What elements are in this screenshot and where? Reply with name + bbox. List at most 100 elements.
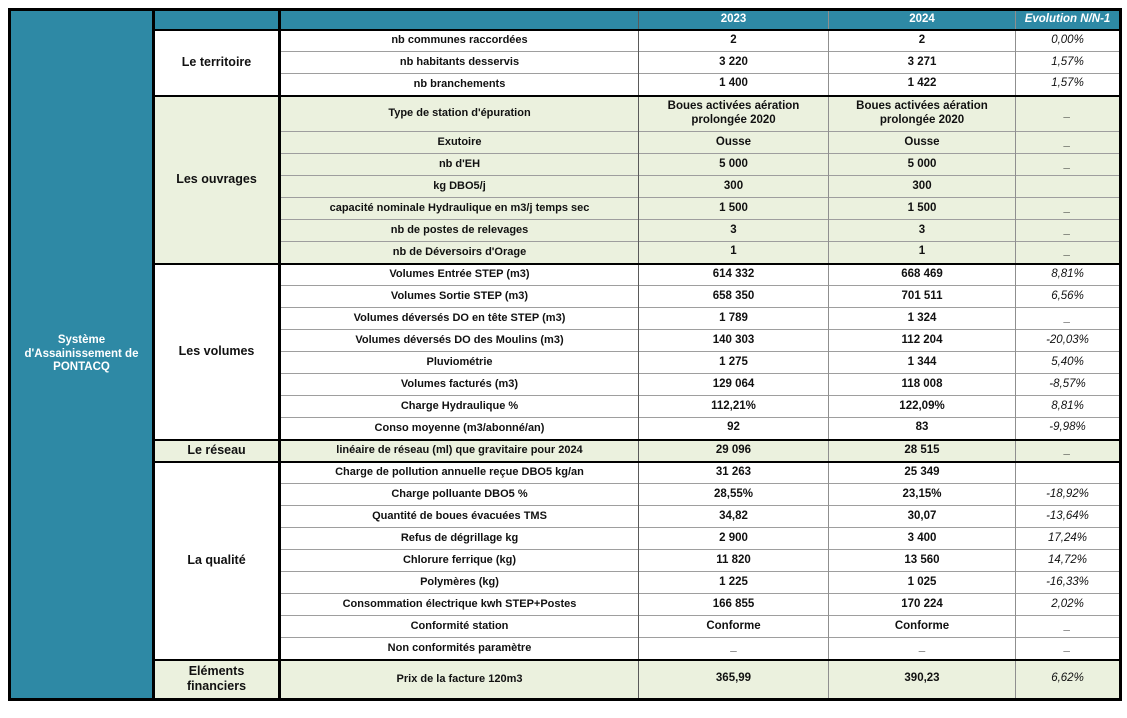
value-2023: 1 789 bbox=[638, 307, 829, 330]
value-2024: 5 000 bbox=[828, 153, 1016, 176]
section-label: Les ouvrages bbox=[152, 94, 281, 264]
section-label: Le territoire bbox=[152, 28, 281, 96]
value-2024: 1 422 bbox=[828, 73, 1016, 96]
value-evolution: -8,57% bbox=[1015, 373, 1121, 396]
table-row: Charge Hydraulique % 112,21% 122,09% 8,81% bbox=[10, 395, 1121, 418]
table-row: capacité nominale Hydraulique en m3/j te… bbox=[10, 197, 1121, 220]
row-label: Consommation électrique kwh STEP+Postes bbox=[279, 593, 639, 616]
value-2024: 1 324 bbox=[828, 307, 1016, 330]
table-row: Exutoire Ousse Ousse _ bbox=[10, 131, 1121, 154]
value-evolution: -18,92% bbox=[1015, 483, 1121, 506]
value-evolution: 14,72% bbox=[1015, 549, 1121, 572]
table-row: Eléments financiers Prix de la facture 12… bbox=[10, 658, 1121, 700]
value-2024: 300 bbox=[828, 175, 1016, 198]
row-label: Exutoire bbox=[279, 131, 639, 154]
value-2024: 13 560 bbox=[828, 549, 1016, 572]
row-label: linéaire de réseau (ml) que gravitaire p… bbox=[279, 438, 639, 462]
row-label: Conso moyenne (m3/abonné/an) bbox=[279, 417, 639, 440]
value-2023: 112,21% bbox=[638, 395, 829, 418]
value-2023: 2 bbox=[638, 28, 829, 52]
row-label: Pluviométrie bbox=[279, 351, 639, 374]
value-evolution: _ bbox=[1015, 307, 1121, 330]
table-row: Chlorure ferrique (kg) 11 820 13 560 14,72% bbox=[10, 549, 1121, 572]
table-row: Charge polluante DBO5 % 28,55% 23,15% -18,9… bbox=[10, 483, 1121, 506]
row-label: nb d'EH bbox=[279, 153, 639, 176]
table-row: La qualité Charge de pollution annuelle r… bbox=[10, 460, 1121, 660]
value-2023: 29 096 bbox=[638, 438, 829, 462]
row-label: Refus de dégrillage kg bbox=[279, 527, 639, 550]
header-corner-cell bbox=[152, 9, 281, 30]
table-row: kg DBO5/j 300 300 bbox=[10, 175, 1121, 198]
value-2023: 5 000 bbox=[638, 153, 829, 176]
header-evolution: Evolution N/N-1 bbox=[1015, 9, 1121, 30]
value-evolution: 8,81% bbox=[1015, 395, 1121, 418]
value-2024: 1 bbox=[828, 241, 1016, 264]
table-row: Conformité station Conforme Conforme _ bbox=[10, 615, 1121, 638]
value-2024: 30,07 bbox=[828, 505, 1016, 528]
value-2024: _ bbox=[828, 637, 1016, 660]
row-label: nb habitants desservis bbox=[279, 51, 639, 74]
value-2024: 122,09% bbox=[828, 395, 1016, 418]
section-label: La qualité bbox=[152, 460, 281, 660]
row-label: Volumes Entrée STEP (m3) bbox=[279, 262, 639, 286]
section-label: Les volumes bbox=[152, 262, 281, 440]
value-2024: 3 271 bbox=[828, 51, 1016, 74]
value-2024: 1 025 bbox=[828, 571, 1016, 594]
table-row: Les ouvrages Type de station d'épuration B… bbox=[10, 94, 1121, 264]
table-row: Refus de dégrillage kg 2 900 3 400 17,24% bbox=[10, 527, 1121, 550]
value-2024: 701 511 bbox=[828, 285, 1016, 308]
table-row: nb de Déversoirs d'Orage 1 1 _ bbox=[10, 241, 1121, 264]
value-2024: 2 bbox=[828, 28, 1016, 52]
value-2023: 31 263 bbox=[638, 460, 829, 484]
row-label: Non conformités paramètre bbox=[279, 637, 639, 660]
value-2024: 1 500 bbox=[828, 197, 1016, 220]
row-label: Type de station d'épuration bbox=[279, 94, 639, 132]
table-row: Non conformités paramètre _ _ _ bbox=[10, 637, 1121, 660]
value-2024: Boues activées aération prolongée 2020 bbox=[828, 94, 1016, 132]
value-evolution: -16,33% bbox=[1015, 571, 1121, 594]
value-2023: 166 855 bbox=[638, 593, 829, 616]
value-2023: 11 820 bbox=[638, 549, 829, 572]
value-2024: 23,15% bbox=[828, 483, 1016, 506]
row-label: Conformité station bbox=[279, 615, 639, 638]
row-label: Volumes Sortie STEP (m3) bbox=[279, 285, 639, 308]
value-evolution: 5,40% bbox=[1015, 351, 1121, 374]
value-2023: 28,55% bbox=[638, 483, 829, 506]
row-label: nb branchements bbox=[279, 73, 639, 96]
row-label: Charge Hydraulique % bbox=[279, 395, 639, 418]
value-2024: Ousse bbox=[828, 131, 1016, 154]
sanitation-report-table: Système d'Assainissement de PONTACQ 2023 2… bbox=[8, 8, 1122, 701]
row-label: Chlorure ferrique (kg) bbox=[279, 549, 639, 572]
value-2023: 129 064 bbox=[638, 373, 829, 396]
value-2023: 658 350 bbox=[638, 285, 829, 308]
table-row: Volumes déversés DO en tête STEP (m3) 1 7… bbox=[10, 307, 1121, 330]
value-evolution: 1,57% bbox=[1015, 51, 1121, 74]
value-evolution bbox=[1015, 175, 1121, 198]
table-row: Consommation électrique kwh STEP+Postes 1… bbox=[10, 593, 1121, 616]
table-row: Quantité de boues évacuées TMS 34,82 30,07… bbox=[10, 505, 1121, 528]
row-label: Polymères (kg) bbox=[279, 571, 639, 594]
value-2024: 118 008 bbox=[828, 373, 1016, 396]
value-2023: 300 bbox=[638, 175, 829, 198]
table-row: Volumes facturés (m3) 129 064 118 008 -8,57… bbox=[10, 373, 1121, 396]
value-2023: 140 303 bbox=[638, 329, 829, 352]
value-2023: 1 bbox=[638, 241, 829, 264]
row-label: Volumes déversés DO des Moulins (m3) bbox=[279, 329, 639, 352]
table-row: Le territoire nb communes raccordées 2 2 0,0… bbox=[10, 28, 1121, 96]
header-year-2024: 2024 bbox=[828, 9, 1016, 30]
value-2023: 3 220 bbox=[638, 51, 829, 74]
value-evolution: -20,03% bbox=[1015, 329, 1121, 352]
row-label: nb de Déversoirs d'Orage bbox=[279, 241, 639, 264]
row-label: nb communes raccordées bbox=[279, 28, 639, 52]
table-row: nb branchements 1 400 1 422 1,57% bbox=[10, 73, 1121, 96]
table-row: Pluviométrie 1 275 1 344 5,40% bbox=[10, 351, 1121, 374]
value-evolution: _ bbox=[1015, 438, 1121, 462]
value-2023: Conforme bbox=[638, 615, 829, 638]
value-2024: 390,23 bbox=[828, 658, 1016, 700]
table-row: Volumes déversés DO des Moulins (m3) 140 … bbox=[10, 329, 1121, 352]
value-2023: 92 bbox=[638, 417, 829, 440]
value-2024: 3 bbox=[828, 219, 1016, 242]
value-evolution bbox=[1015, 460, 1121, 484]
header-year-2023: 2023 bbox=[638, 9, 829, 30]
